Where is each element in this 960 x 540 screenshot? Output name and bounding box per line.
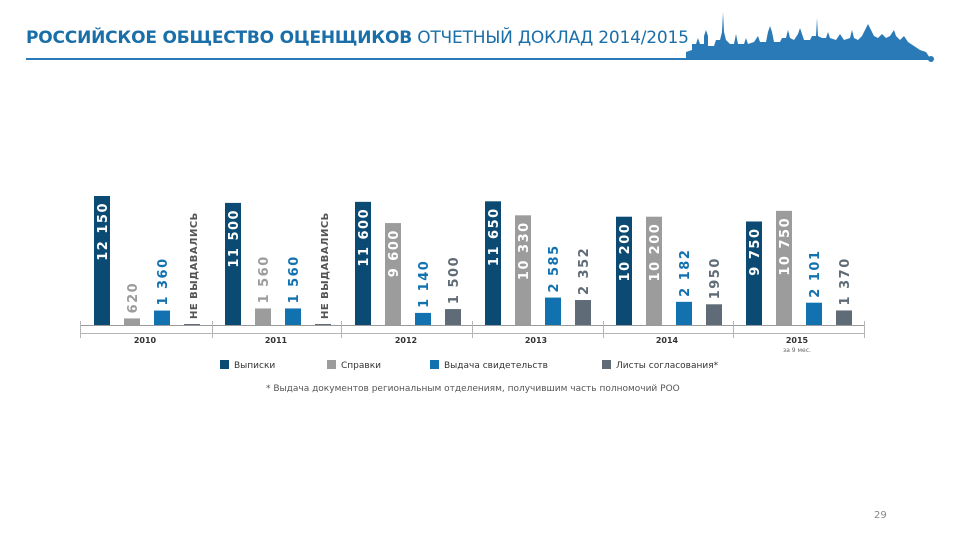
- x-tick-label: 2014: [656, 336, 679, 345]
- bar-справки-2012: [385, 223, 401, 325]
- data-label: 11 500: [227, 209, 242, 268]
- legend-label: Выписки: [234, 361, 275, 371]
- data-label: НЕ ВЫДАВАЛИСЬ: [189, 212, 200, 319]
- data-label: 10 750: [778, 217, 793, 276]
- org-name: РОССИЙСКОЕ ОБЩЕСТВО ОЦЕНЩИКОВ: [26, 28, 412, 48]
- bar-выписки-2011: [225, 202, 241, 325]
- x-tick-label: 2013: [525, 336, 547, 345]
- bar-справки-2015: [776, 210, 792, 325]
- header-divider-dot: [928, 56, 934, 62]
- bar-листы-согласования--2015: [836, 310, 852, 325]
- data-label: 11 600: [357, 208, 372, 267]
- bar-выписки-2010: [94, 196, 110, 325]
- data-label: 11 650: [487, 207, 502, 266]
- legend-swatch: [430, 360, 439, 369]
- legend-label: Листы согласования*: [616, 361, 719, 371]
- bar-листы-согласования--2014: [706, 304, 722, 325]
- bar-выписки-2013: [485, 201, 501, 325]
- data-label: 12 150: [96, 202, 111, 261]
- bar-листы-согласования--2013: [575, 300, 591, 325]
- page-title: РОССИЙСКОЕ ОБЩЕСТВО ОЦЕНЩИКОВ ОТЧЕТНЫЙ Д…: [26, 28, 689, 48]
- bar-выписки-2014: [616, 216, 632, 325]
- data-label: 1 500: [447, 256, 462, 304]
- bar-листы-согласования--2010: [184, 324, 200, 325]
- bar-листы-согласования--2011: [315, 324, 331, 325]
- bar-листы-согласования--2012: [445, 309, 461, 325]
- bar-выписки-2012: [355, 201, 371, 325]
- x-tick-label: 2010: [134, 336, 157, 345]
- report-title: ОТЧЕТНЫЙ ДОКЛАД 2014/2015: [417, 28, 689, 48]
- data-label: 2 585: [547, 244, 562, 292]
- bar-выдача-свидетельств-2014: [676, 301, 692, 325]
- bar-выдача-свидетельств-2013: [545, 297, 561, 325]
- legend-swatch: [220, 360, 229, 369]
- data-label: 10 200: [618, 223, 633, 282]
- data-label: 9 750: [748, 227, 763, 275]
- data-label: 1 560: [257, 255, 272, 303]
- x-tick-label: 2011: [265, 336, 288, 345]
- data-label: 1 360: [156, 257, 171, 305]
- bar-справки-2011: [255, 308, 271, 325]
- x-tick-label: 2015: [786, 336, 809, 345]
- bar-выдача-свидетельств-2012: [415, 312, 431, 325]
- bar-выдача-свидетельств-2015: [806, 302, 822, 325]
- bar-справки-2010: [124, 318, 140, 325]
- page-number: 29: [874, 510, 887, 521]
- bar-справки-2014: [646, 216, 662, 325]
- data-label: 620: [126, 282, 141, 314]
- city-skyline-logo: [686, 12, 930, 58]
- data-label: 10 200: [648, 223, 663, 282]
- x-tick-note: за 9 мес.: [783, 347, 811, 354]
- data-label: 9 600: [387, 229, 402, 277]
- data-label: 1 140: [417, 260, 432, 308]
- data-label: НЕ ВЫДАВАЛИСЬ: [320, 212, 331, 319]
- legend-swatch: [327, 360, 336, 369]
- data-label: 2 352: [577, 247, 592, 295]
- legend-label: Справки: [341, 361, 381, 371]
- x-tick-label: 2012: [395, 336, 417, 345]
- data-label: 1 370: [838, 257, 853, 305]
- data-label: 2 182: [678, 249, 693, 297]
- footnote: * Выдача документов региональным отделен…: [266, 384, 680, 394]
- bar-выдача-свидетельств-2011: [285, 308, 301, 325]
- header-divider: [26, 58, 932, 60]
- data-label: 10 330: [517, 221, 532, 280]
- data-label: 1 560: [287, 255, 302, 303]
- data-label: 1950: [708, 257, 723, 299]
- bar-выписки-2015: [746, 221, 762, 325]
- bar-справки-2013: [515, 215, 531, 325]
- legend-label: Выдача свидетельств: [444, 361, 548, 371]
- bar-выдача-свидетельств-2010: [154, 310, 170, 325]
- data-label: 2 101: [808, 249, 823, 297]
- legend-swatch: [602, 360, 611, 369]
